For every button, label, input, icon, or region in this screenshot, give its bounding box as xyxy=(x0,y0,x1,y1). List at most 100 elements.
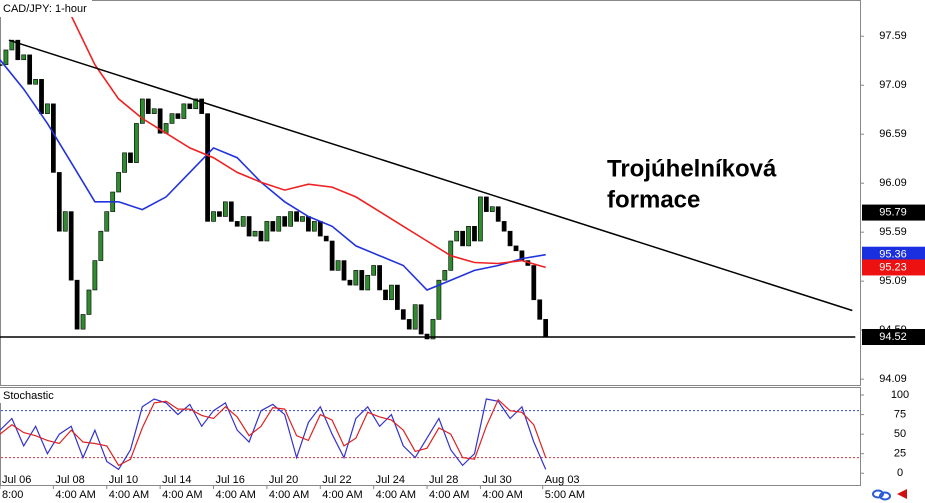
candle xyxy=(311,221,317,232)
x-tick-label: Jul 14 xyxy=(162,474,191,486)
x-tick-label: Jul 30 xyxy=(482,474,511,486)
candle xyxy=(300,216,305,222)
x-tick-time: 4:00 AM xyxy=(216,489,256,501)
candle xyxy=(472,225,477,242)
x-tick-time: 8:00 xyxy=(2,489,23,501)
link-icon[interactable] xyxy=(872,489,884,499)
x-tick-time: 4:00 AM xyxy=(482,489,522,501)
candle xyxy=(228,201,234,222)
candle xyxy=(389,284,394,301)
toolbar-icons[interactable] xyxy=(872,489,907,501)
y-tick-label: 25 xyxy=(894,448,906,460)
candle xyxy=(193,98,199,110)
x-tick-time: 4:00 AM xyxy=(55,489,95,501)
candle xyxy=(145,98,151,114)
moving-average xyxy=(0,59,546,291)
candle xyxy=(258,230,264,242)
trendline xyxy=(8,39,853,312)
y-tick-label: 95.09 xyxy=(879,275,907,287)
candle xyxy=(501,221,507,232)
candle xyxy=(436,279,442,320)
candle xyxy=(418,304,424,335)
candle xyxy=(62,211,68,232)
y-tick-label: 96.59 xyxy=(879,128,907,140)
candle xyxy=(139,98,145,124)
price-panel xyxy=(0,0,861,386)
stochastic-title: Stochastic xyxy=(3,390,54,402)
y-tick-label: 100 xyxy=(891,389,909,401)
candle xyxy=(365,274,371,291)
price-tag-label: 95.23 xyxy=(879,261,907,273)
price-tag-label: 95.36 xyxy=(879,249,907,261)
y-tick-label: 97.09 xyxy=(879,79,907,91)
candle xyxy=(56,172,62,232)
candle xyxy=(199,98,205,114)
price-tag xyxy=(862,259,925,276)
title-bg xyxy=(0,0,92,17)
arrow-icon[interactable] xyxy=(897,489,907,499)
candle xyxy=(478,196,483,242)
candle xyxy=(151,108,157,114)
candle xyxy=(371,265,377,276)
candle xyxy=(205,113,210,222)
stochastic-line xyxy=(0,398,547,467)
candle xyxy=(33,79,38,85)
y-tick-label: 0 xyxy=(897,467,903,479)
x-tick-label: Jul 28 xyxy=(429,474,458,486)
candle xyxy=(181,103,187,119)
x-tick-label: Aug 03 xyxy=(545,474,580,486)
stoch-title-bg xyxy=(0,388,56,403)
candle xyxy=(211,211,216,222)
candle xyxy=(513,245,519,252)
candle xyxy=(217,211,222,217)
candle xyxy=(306,216,311,232)
candle xyxy=(543,319,549,338)
candle xyxy=(495,206,501,222)
candle xyxy=(80,314,86,330)
candle xyxy=(442,270,448,281)
candle xyxy=(466,225,471,247)
candle xyxy=(0,64,3,66)
candle xyxy=(341,260,347,281)
annotation: formace xyxy=(607,186,700,213)
candle xyxy=(92,260,98,291)
candle xyxy=(400,309,406,320)
x-tick-time: 4:00 AM xyxy=(269,489,309,501)
candle xyxy=(175,113,181,119)
candle xyxy=(288,211,293,227)
candle xyxy=(329,240,335,271)
candle xyxy=(531,265,537,301)
price-tag xyxy=(862,204,925,221)
candle xyxy=(270,221,276,232)
candle xyxy=(430,319,436,340)
candle xyxy=(264,221,270,242)
candle xyxy=(537,299,543,320)
x-tick-label: Jul 10 xyxy=(109,474,138,486)
candle xyxy=(9,39,15,51)
x-tick-time: 4:00 AM xyxy=(376,489,416,501)
x-tick-time: 4:00 AM xyxy=(322,489,362,501)
candle xyxy=(395,284,400,310)
overlay: 97.5997.0996.5996.0995.5995.0994.5994.09… xyxy=(0,30,925,501)
candle xyxy=(3,49,9,65)
chart-title: CAD/JPY: 1-hour xyxy=(3,3,87,15)
x-tick-label: Jul 24 xyxy=(376,474,405,486)
x-tick-label: Jul 22 xyxy=(322,474,351,486)
candle xyxy=(359,270,365,291)
candle xyxy=(15,39,21,61)
x-tick-label: Jul 16 xyxy=(216,474,245,486)
candle xyxy=(68,211,74,281)
price-tag-label: 95.79 xyxy=(879,206,907,218)
candle xyxy=(187,103,193,110)
candle xyxy=(353,270,359,286)
y-tick-label: 75 xyxy=(894,409,906,421)
link-icon[interactable] xyxy=(879,491,891,501)
candle xyxy=(134,123,139,163)
candle xyxy=(240,216,246,227)
price-tag xyxy=(862,246,925,263)
candle xyxy=(39,79,44,114)
candle xyxy=(406,319,412,330)
candle xyxy=(347,279,353,286)
x-tick-label: Jul 08 xyxy=(55,474,84,486)
